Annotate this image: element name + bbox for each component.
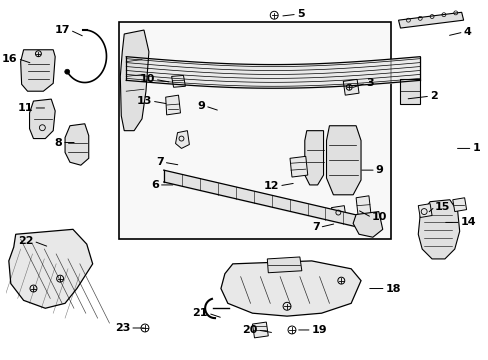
Text: 14: 14 — [460, 217, 475, 228]
Polygon shape — [29, 99, 55, 139]
Circle shape — [64, 69, 70, 74]
Text: 3: 3 — [365, 78, 373, 88]
Polygon shape — [355, 196, 370, 216]
Polygon shape — [20, 50, 55, 91]
Text: 15: 15 — [434, 202, 449, 212]
Polygon shape — [398, 12, 463, 28]
Text: 21: 21 — [192, 308, 208, 318]
Polygon shape — [352, 212, 382, 237]
Polygon shape — [417, 200, 459, 259]
Text: 2: 2 — [429, 91, 437, 101]
Text: 8: 8 — [54, 138, 62, 148]
Text: 5: 5 — [296, 9, 304, 19]
Bar — [119, 22, 390, 239]
Text: 6: 6 — [151, 180, 159, 190]
Text: 23: 23 — [115, 323, 130, 333]
Polygon shape — [452, 198, 466, 212]
Polygon shape — [120, 30, 149, 131]
Polygon shape — [304, 131, 323, 185]
Polygon shape — [343, 79, 358, 95]
Text: 10: 10 — [139, 75, 155, 84]
Polygon shape — [252, 322, 268, 338]
Text: 17: 17 — [54, 25, 70, 35]
Text: 13: 13 — [136, 96, 152, 106]
Text: 16: 16 — [2, 54, 18, 64]
Text: 1: 1 — [471, 143, 479, 153]
Polygon shape — [267, 257, 301, 273]
Text: 9: 9 — [197, 101, 205, 111]
Polygon shape — [417, 204, 431, 217]
Text: 7: 7 — [311, 222, 319, 232]
Text: 4: 4 — [463, 27, 470, 37]
Text: 12: 12 — [263, 181, 279, 191]
Text: 7: 7 — [156, 157, 163, 167]
Text: 22: 22 — [18, 236, 33, 246]
Polygon shape — [9, 229, 93, 308]
Text: 19: 19 — [311, 325, 326, 335]
Polygon shape — [289, 156, 307, 177]
Text: 9: 9 — [375, 165, 383, 175]
Polygon shape — [221, 261, 360, 316]
Polygon shape — [65, 124, 88, 165]
Polygon shape — [400, 79, 419, 104]
Polygon shape — [165, 95, 180, 115]
Text: 10: 10 — [371, 212, 386, 222]
Polygon shape — [171, 76, 185, 87]
Polygon shape — [326, 126, 360, 195]
Polygon shape — [175, 131, 189, 148]
Text: 11: 11 — [18, 103, 33, 113]
Text: 18: 18 — [385, 284, 400, 293]
Text: 20: 20 — [242, 325, 257, 335]
Polygon shape — [331, 206, 346, 221]
